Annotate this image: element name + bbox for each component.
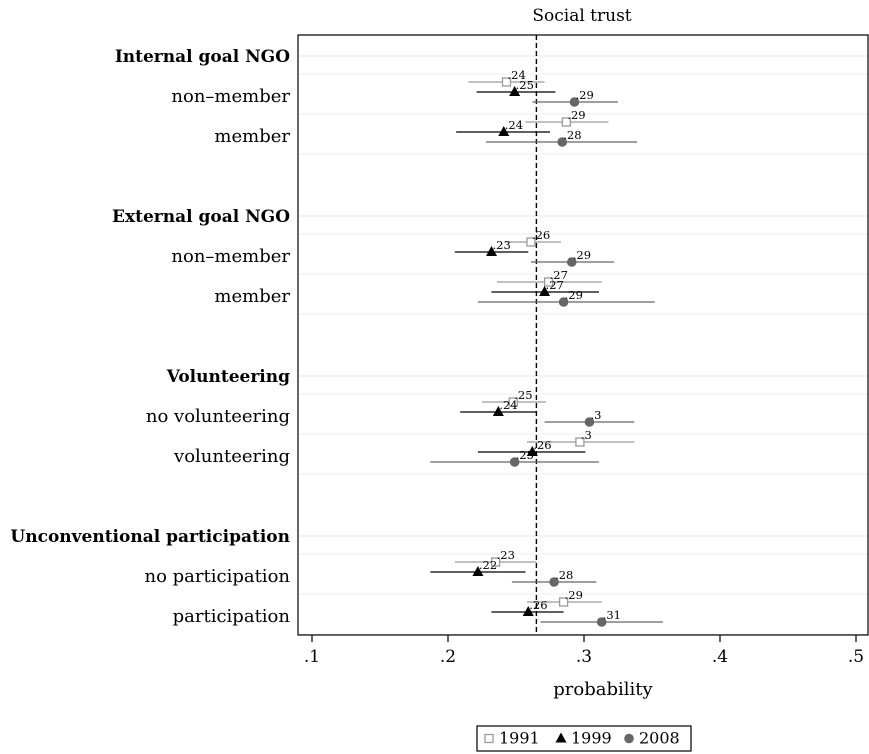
- point-marker-1999: [498, 126, 510, 136]
- point-marker-2008: [509, 457, 520, 467]
- group-label: External goal NGO: [112, 207, 290, 227]
- point-marker-2008: [549, 577, 559, 587]
- x-tick-label: .1: [304, 647, 320, 667]
- group-label: Volunteering: [166, 367, 290, 387]
- data-label: .23: [493, 238, 511, 252]
- data-label: .25: [516, 78, 534, 92]
- x-axis-label: probability: [553, 679, 653, 700]
- point-marker-2008: [558, 297, 569, 307]
- x-axis: .1 .2 .3 .4 .5: [304, 635, 864, 667]
- point-marker-1991: [575, 437, 585, 447]
- data-label: .26: [532, 228, 550, 242]
- point-marker-1999: [526, 446, 538, 456]
- x-tick-label: .5: [848, 647, 864, 667]
- point-marker-1999: [472, 566, 484, 576]
- data-label: .22: [479, 558, 497, 572]
- point-marker-1991: [490, 557, 501, 567]
- point-marker-2008: [557, 137, 568, 147]
- category-label: non–member: [171, 86, 290, 107]
- legend-label: 1999: [571, 729, 612, 748]
- data-label: .24: [507, 68, 525, 82]
- point-marker-1991: [508, 397, 518, 407]
- group-label: Internal goal NGO: [115, 47, 290, 67]
- category-label: no participation: [144, 566, 290, 587]
- row-labels: Internal goal NGO non–member member Externa…: [10, 47, 290, 627]
- data-label: .29: [567, 108, 585, 122]
- point-marker-1991: [526, 237, 536, 247]
- category-label: participation: [173, 606, 291, 627]
- data-label: .24: [499, 398, 517, 412]
- category-label: member: [214, 286, 290, 307]
- legend-marker-1991: [484, 733, 494, 744]
- data-label: .31: [603, 608, 621, 622]
- data-label: .29: [565, 288, 583, 302]
- legend-marker-2008: [624, 733, 634, 744]
- x-tick-label: .4: [712, 647, 728, 667]
- data-label: .25: [514, 388, 532, 402]
- data-label: .25: [516, 448, 534, 462]
- point-marker-2008: [596, 617, 607, 627]
- point-marker-2008: [569, 97, 580, 107]
- group-label: Unconventional participation: [10, 527, 290, 547]
- legend-marker-1999: [555, 732, 567, 743]
- gridlines: [298, 55, 869, 635]
- point-marker-1999: [522, 606, 534, 616]
- data-label: .23: [497, 548, 515, 562]
- chart-title: Social trust: [532, 6, 631, 26]
- legend-box: [476, 725, 692, 752]
- point-marker-1991: [543, 277, 554, 287]
- data-label: .29: [565, 588, 583, 602]
- plot-frame: [297, 34, 869, 636]
- category-label: no volunteering: [146, 406, 290, 427]
- point-marker-1991: [558, 597, 569, 607]
- data-label: .27: [546, 278, 564, 292]
- data-label: .29: [573, 248, 591, 262]
- x-tick-label: .3: [576, 647, 592, 667]
- x-tick-label: .2: [440, 647, 456, 667]
- legend: 1991 1999 2008: [476, 725, 692, 752]
- category-label: member: [214, 126, 290, 147]
- data-label: .3: [581, 428, 592, 442]
- data-label: .26: [529, 598, 547, 612]
- category-label: non–member: [171, 246, 290, 267]
- data-label: .3: [590, 408, 601, 422]
- data-label: .24: [505, 118, 523, 132]
- point-marker-1991: [501, 77, 512, 87]
- point-marker-1999: [539, 286, 551, 296]
- point-marker-1991: [561, 117, 571, 127]
- point-marker-1999: [492, 406, 504, 416]
- legend-label: 1991: [499, 729, 540, 748]
- point-marker-2008: [566, 257, 577, 267]
- marks-layer: .24.25.29.29.24.28.26.23.29.27.27.29.25.…: [430, 68, 663, 627]
- data-label: .29: [575, 88, 593, 102]
- data-label: .28: [563, 128, 581, 142]
- data-label: .27: [550, 268, 568, 282]
- point-marker-2008: [584, 417, 595, 427]
- data-label: .28: [555, 568, 573, 582]
- legend-label: 2008: [639, 729, 680, 748]
- category-label: volunteering: [173, 446, 290, 467]
- point-marker-1999: [486, 246, 498, 256]
- point-marker-1999: [509, 86, 521, 96]
- data-label: .26: [533, 438, 551, 452]
